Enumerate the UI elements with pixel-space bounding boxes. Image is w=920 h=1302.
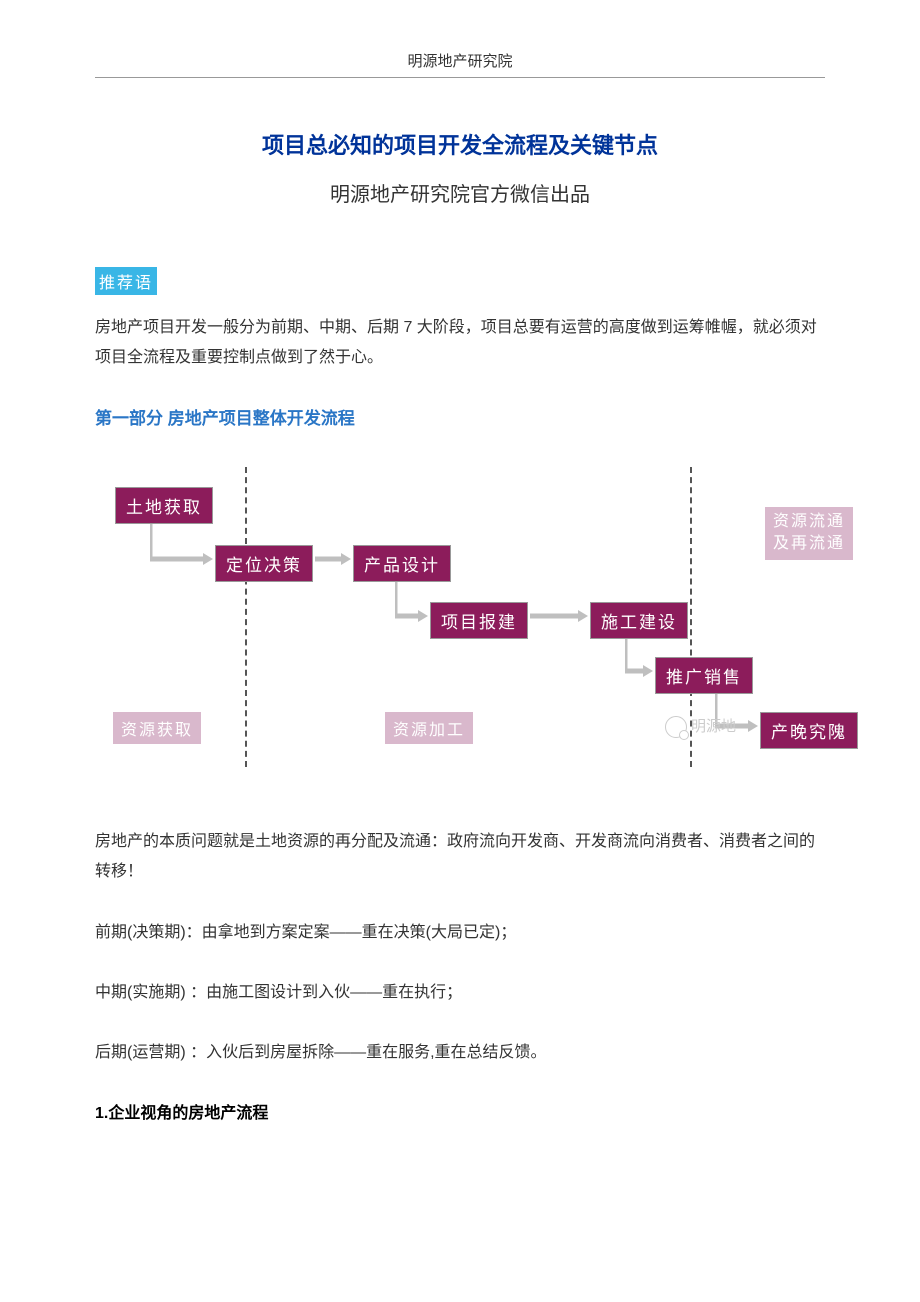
body-para-1: 前期(决策期)：由拿地到方案定案——重在决策(大局已定)；	[95, 918, 825, 948]
flow-node-n4: 项目报建	[430, 602, 528, 639]
flow-lightnode-l3: 资源加工	[385, 712, 473, 744]
flow-lightnode-l1: 资源流通及再流通	[765, 507, 853, 560]
subheading-1: 1.企业视角的房地产流程	[95, 1099, 825, 1123]
flow-node-n2: 定位决策	[215, 545, 313, 582]
main-title: 项目总必知的项目开发全流程及关键节点	[95, 128, 825, 160]
flowchart: 资源流通及再流通资源获取 资源加工 土地获取定位决策 产品设计项目报建 施工建设推广销售…	[95, 467, 855, 767]
flow-node-n5: 施工建设	[590, 602, 688, 639]
flow-node-n6: 推广销售	[655, 657, 753, 694]
flow-vline-0	[245, 467, 247, 767]
flow-arrow-3	[530, 608, 592, 628]
section-heading-1: 第一部分 房地产项目整体开发流程	[95, 404, 825, 429]
flow-arrow-1	[315, 551, 355, 571]
document-page: 明源地产研究院 项目总必知的项目开发全流程及关键节点 明源地产研究院官方微信出品…	[0, 0, 920, 1183]
subtitle: 明源地产研究院官方微信出品	[95, 178, 825, 207]
body-para-3: 后期(运营期) ：入伙后到房屋拆除——重在服务,重在总结反馈。	[95, 1038, 825, 1068]
wechat-icon	[665, 716, 687, 738]
flow-node-n3: 产品设计	[353, 545, 451, 582]
page-header: 明源地产研究院	[95, 50, 825, 78]
watermark: 明源地	[665, 715, 736, 738]
body-para-0: 房地产的本质问题就是土地资源的再分配及流通：政府流向开发商、开发商流向消费者、消…	[95, 827, 825, 888]
flow-node-n1: 土地获取	[115, 487, 213, 524]
body-para-2: 中期(实施期) ：由施工图设计到入伙——重在执行；	[95, 978, 825, 1008]
flow-node-n7: 产晚究隗	[760, 712, 858, 749]
intro-paragraph: 房地产项目开发一般分为前期、中期、后期 7 大阶段，项目总要有运营的高度做到运筹…	[95, 313, 825, 374]
flow-lightnode-l2: 资源获取	[113, 712, 201, 744]
recommend-badge: 推荐语	[95, 267, 157, 295]
